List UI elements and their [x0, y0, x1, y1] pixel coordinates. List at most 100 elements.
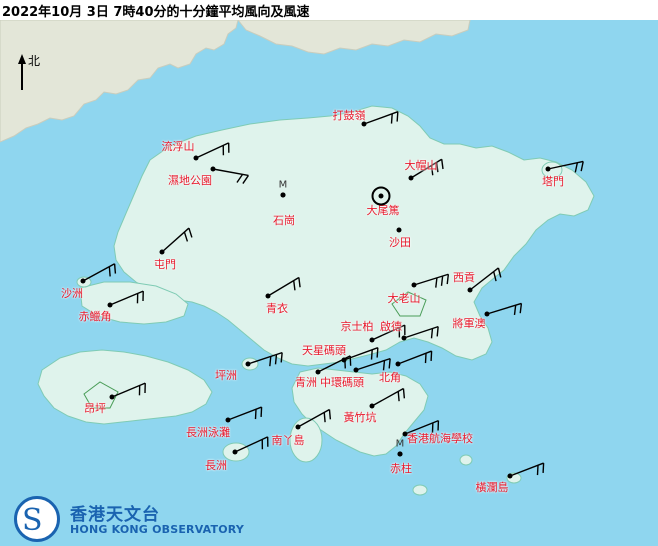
station-marker-north-point [395, 361, 401, 367]
wind-barb-shaft-tseung-kwan-o [486, 302, 522, 315]
wind-barb-shaft-ta-kwu-ling [547, 160, 584, 170]
station-marker-tuen-mun [159, 249, 165, 255]
wind-barb-feather-south-lantau [323, 412, 326, 423]
station-label-tai-lo-shan: 大老山 [387, 292, 421, 305]
wind-barb-feather-wong-chuk-hang [397, 391, 400, 402]
wind-barb-feather-central-pier [382, 360, 386, 371]
mainland-landmass [0, 20, 239, 143]
station-label-south-lantau: 南丫島 [271, 434, 305, 447]
wind-barb-feather-cheung-chau-beach [260, 407, 263, 417]
station-label-chek-lap-kok: 赤鱲角 [78, 310, 112, 323]
hko-swirl-icon [14, 496, 60, 542]
station-marker-sai-kung [467, 287, 473, 293]
wind-barb-feather-wetland-park [236, 173, 244, 183]
compass-rose: 北 [8, 52, 48, 94]
hko-logo-chinese: 香港天文台 [70, 505, 160, 525]
wind-barb-feather-tate-cairn [390, 113, 393, 124]
station-label-central-pier: 中環碼頭 [320, 376, 364, 389]
wind-barb-feather-tate-cairn [396, 111, 399, 122]
hko-swirl-glyph: S [22, 503, 43, 538]
wind-barb-shaft-wong-chuk-hang [371, 387, 404, 407]
station-label-cheung-chau: 長洲 [205, 459, 227, 472]
station-label-kai-tak: 啟德 [380, 320, 402, 333]
station-marker-tai-mo-shan [408, 175, 414, 181]
station-label-ping-chau: 坪洲 [215, 369, 237, 382]
hko-logo: S 香港天文台 HONG KONG OBSERVATORY [8, 490, 248, 546]
tai-mei-tuk-highlight [371, 186, 391, 206]
wind-barb-feather-sai-kung [497, 267, 502, 278]
wind-barb-feather-tsing-yi [293, 280, 296, 291]
station-marker-ta-kwu-ling [545, 166, 551, 172]
station-marker-tsing-chau [315, 369, 321, 375]
station-marker-wong-chuk-hang [369, 403, 375, 409]
shek-kong-marker-dot [280, 192, 286, 198]
wind-barb-shaft-star-ferry [343, 347, 379, 361]
wind-barb-feather-north-point [430, 351, 433, 361]
station-label-tate-cairn: 打鼓嶺 [332, 109, 366, 122]
station-marker-kings-park [369, 337, 375, 343]
wind-barb-feather-tai-mo-shan [430, 165, 434, 176]
wind-barb-feather-tseung-kwan-o [513, 305, 517, 316]
tung-lung-island [459, 454, 473, 466]
station-label-wong-chuk-hang: 黃竹坑 [343, 411, 377, 424]
wind-barb-feather-star-ferry [370, 349, 373, 360]
wind-barb-shaft-waglan-island [509, 462, 544, 477]
station-marker-tate-cairn [361, 121, 367, 127]
wind-barb-feather-tai-mo-shan [435, 162, 439, 173]
wind-barb-feather-tuen-mun [183, 231, 189, 242]
country-park-outline-lantau [83, 381, 119, 409]
wind-barb-feather-sha-chau [108, 266, 111, 277]
stanley-marker: M [395, 438, 405, 450]
station-label-sha-chau: 沙洲 [61, 287, 83, 300]
station-label-shek-kong: 石崗 [273, 214, 295, 227]
station-label-north-point: 北角 [379, 371, 401, 384]
wind-barb-shaft-cheung-chau-beach [227, 406, 262, 421]
station-label-star-ferry: 天星碼頭 [302, 344, 346, 357]
station-marker-lau-fau-shan [193, 155, 199, 161]
station-label-cheung-chau-beach: 長洲泳灘 [186, 426, 230, 439]
wind-barb-feather-tai-lo-shan [440, 275, 444, 286]
wind-barb-feather-tseung-kwan-o [519, 303, 523, 314]
station-marker-waglan-island [507, 473, 513, 479]
wind-barb-feather-sai-kung [493, 271, 497, 282]
country-park-outline-tai-lo-shan [391, 291, 427, 317]
po-toi-island [412, 484, 428, 496]
wind-barb-feather-central-pier [388, 358, 391, 369]
station-marker-tsing-yi [265, 293, 271, 299]
station-label-tuen-mun: 屯門 [154, 258, 176, 271]
wind-barb-feather-ping-chau [274, 354, 278, 365]
wind-barb-feather-kai-tak [430, 328, 434, 339]
wind-barb-shaft-tate-cairn [363, 111, 399, 125]
wind-barb-feather-cheung-chau-beach [254, 409, 257, 420]
station-label-tseung-kwan-o: 將軍澳 [452, 317, 486, 330]
station-marker-cheung-chau-beach [225, 417, 231, 423]
station-label-tsing-yi: 青衣 [266, 302, 288, 315]
station-label-wetland-park: 濕地公園 [168, 174, 212, 187]
tap-mun-island [541, 161, 563, 179]
lantau-island-landmass [37, 349, 213, 425]
compass-north-label: 北 [28, 54, 41, 68]
wind-barb-feather-ping-chau [269, 356, 272, 367]
wind-barb-layer [82, 111, 584, 477]
wind-barb-feather-south-lantau [328, 409, 332, 420]
station-label-ngong-ping: 昂坪 [84, 402, 106, 415]
wind-barb-shaft-kai-tak [403, 325, 439, 339]
wind-barb-shaft-north-point [397, 350, 432, 365]
station-marker-cheung-chau [232, 449, 238, 455]
wind-barb-feather-north-point [424, 353, 427, 364]
wind-barb-feather-wetland-park [242, 175, 249, 184]
chek-lap-kok-landmass [79, 281, 189, 325]
wind-barb-feather-tai-mo-shan [441, 159, 444, 170]
wind-barb-feather-tsing-yi [298, 277, 301, 288]
wind-barb-feather-kai-tak [436, 326, 439, 337]
wind-barb-shaft-tai-lo-shan [413, 273, 449, 286]
station-label-stanley: 赤柱 [390, 462, 412, 475]
wind-barb-feather-tuen-mun [188, 227, 193, 238]
station-marker-tai-lo-shan [411, 282, 417, 288]
station-label-tai-mei-tuk: 大尾篤 [366, 204, 400, 217]
wind-barb-shaft-tuen-mun [161, 227, 190, 253]
shek-kong-marker: M [278, 179, 288, 191]
page-title: 2022年10月 3日 7時40分的十分鐘平均風向及風速 [2, 5, 310, 20]
station-marker-sha-chau [80, 278, 86, 284]
stanley-marker-dot [397, 451, 403, 457]
